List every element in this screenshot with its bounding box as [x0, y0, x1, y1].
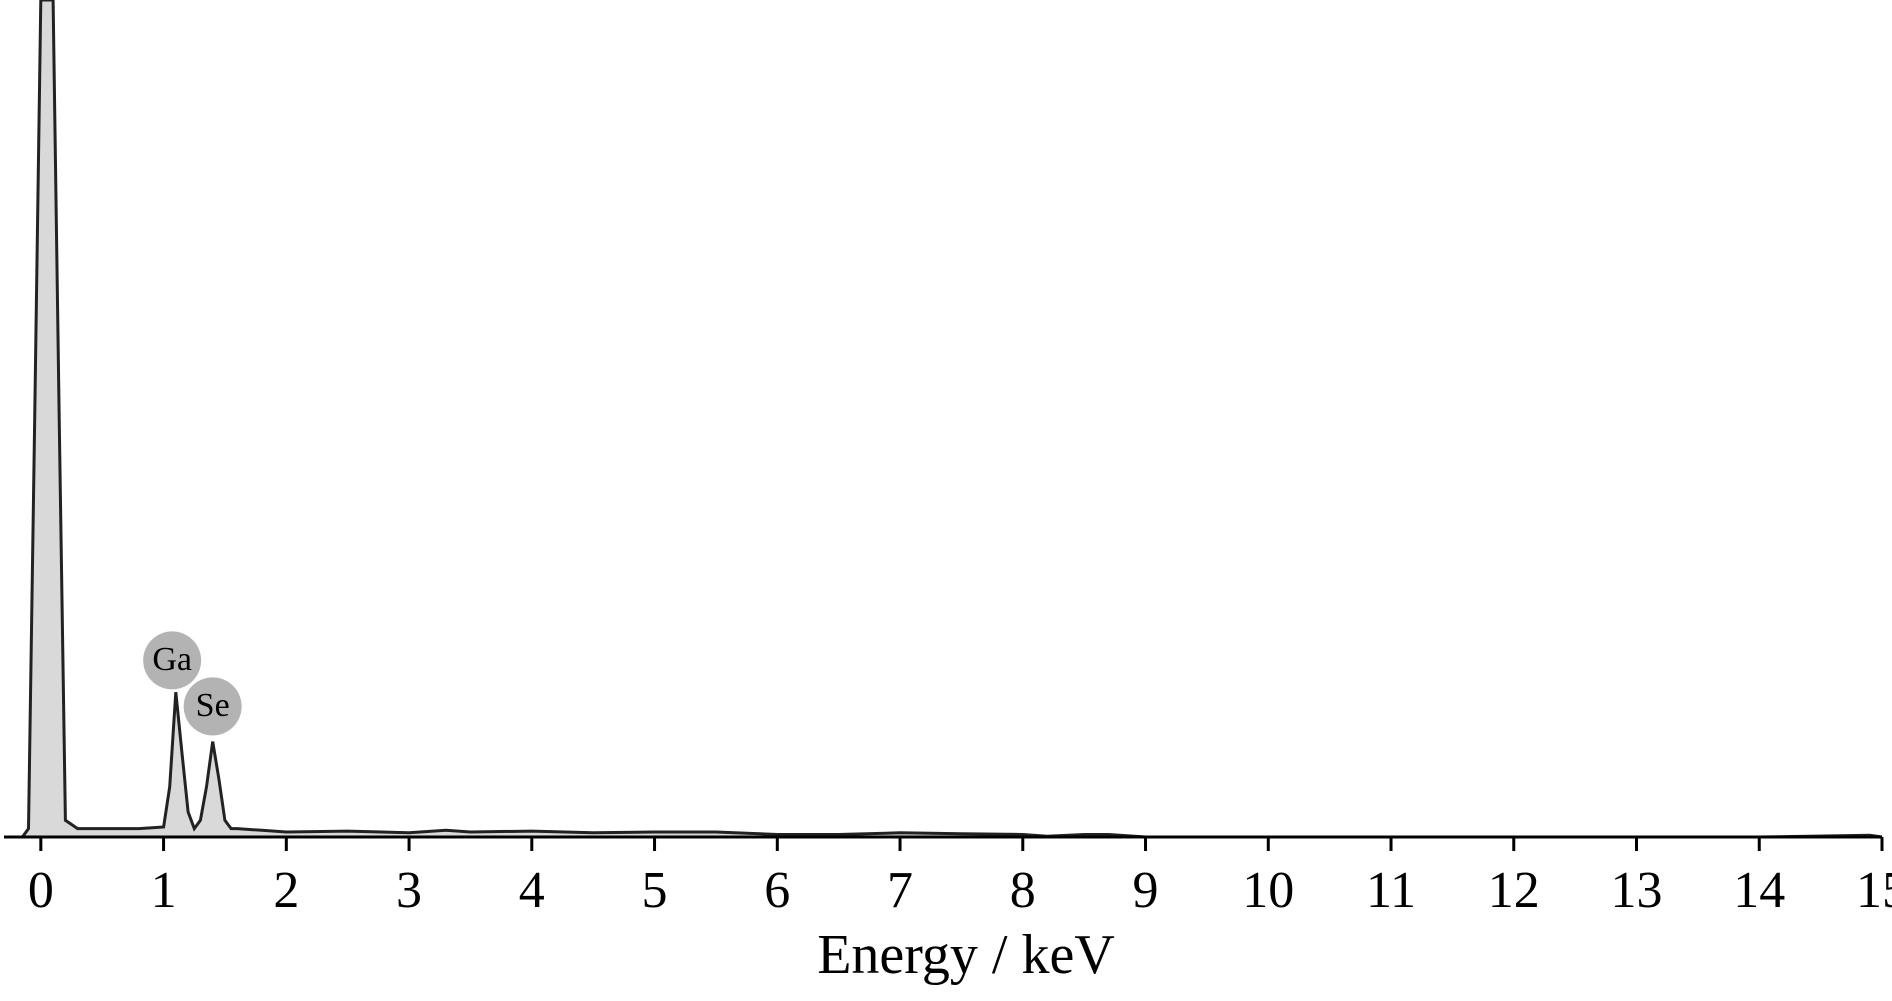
x-tick-label: 6	[764, 862, 790, 919]
x-tick-label: 14	[1733, 862, 1785, 919]
x-tick-label: 10	[1242, 862, 1294, 919]
annotation-badge	[183, 677, 242, 736]
x-tick-label: 12	[1488, 862, 1540, 919]
x-tick-label: 3	[396, 862, 422, 919]
x-tick-label: 9	[1133, 862, 1159, 919]
annotation-badge	[143, 631, 202, 690]
x-tick-label: 4	[519, 862, 545, 919]
x-tick-label: 5	[642, 862, 668, 919]
x-tick-label: 7	[887, 862, 913, 919]
spectrum-line	[21, 0, 1883, 839]
x-tick-label: 8	[1010, 862, 1036, 919]
x-tick-label: 15	[1856, 862, 1892, 919]
x-tick-label: 0	[28, 862, 54, 919]
annotation-label: Ga	[152, 641, 192, 678]
x-tick-label: 2	[273, 862, 299, 919]
spectrum-area	[22, 0, 1882, 837]
x-tick-label: 13	[1611, 862, 1663, 919]
annotation-label: Se	[196, 687, 230, 724]
x-tick-label: 1	[151, 862, 177, 919]
x-tick-label: 11	[1366, 862, 1416, 919]
x-axis-label: Energy / keV	[817, 924, 1115, 986]
